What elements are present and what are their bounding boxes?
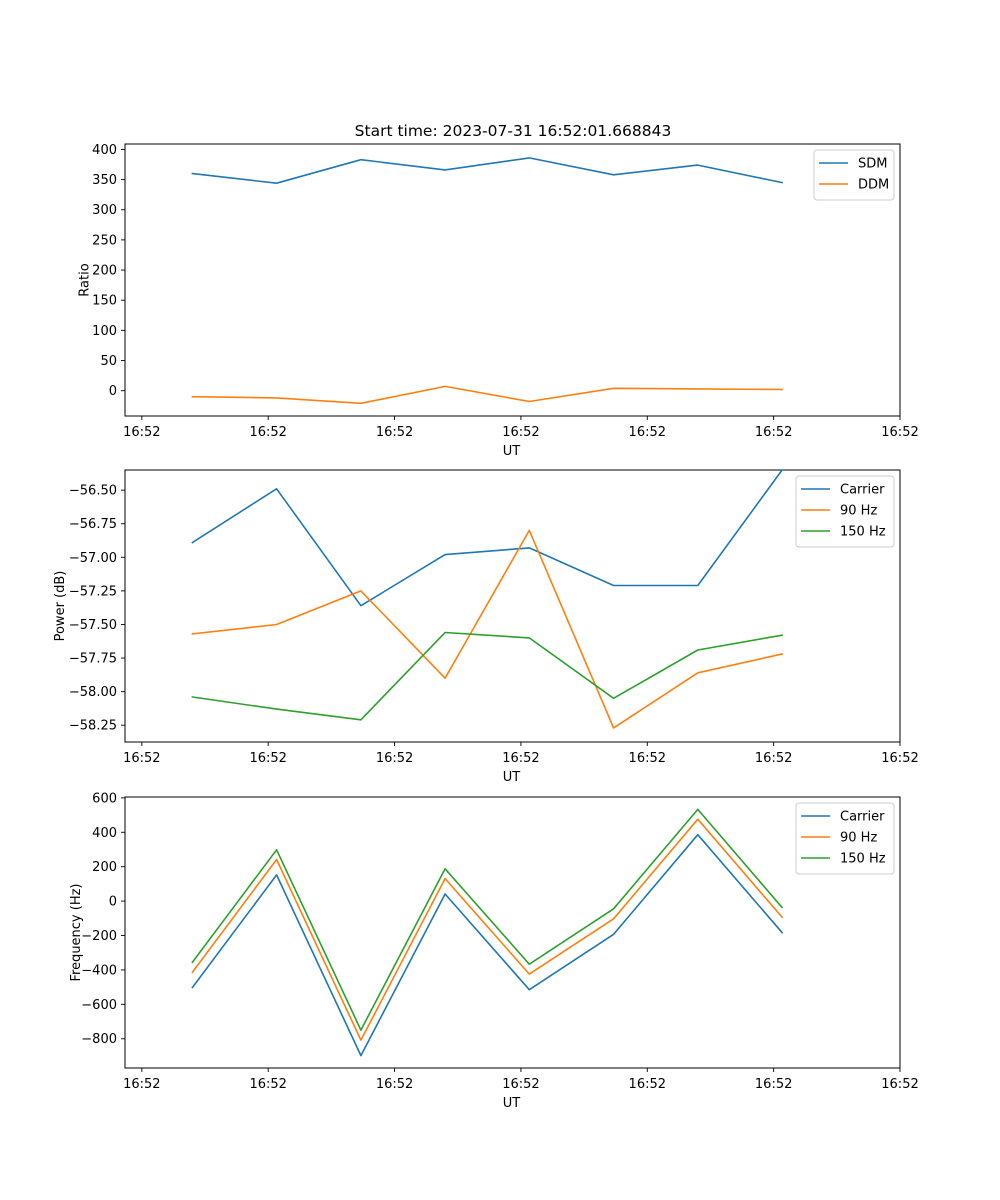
power-legend-frame <box>795 475 895 548</box>
power-series-line-carrier <box>191 468 784 607</box>
frequency-y-tick-label: −400 <box>81 963 117 978</box>
ratio-axes-frame <box>124 143 901 417</box>
frequency-series-line-carrier <box>191 833 784 1057</box>
frequency-series-line-90-hz <box>191 818 784 1041</box>
frequency-x-tick-label: 16:52 <box>249 1077 286 1092</box>
frequency-legend-label: 90 Hz <box>840 831 877 846</box>
frequency-legend-frame <box>795 802 895 875</box>
frequency-x-tick-label: 16:52 <box>502 1077 539 1092</box>
frequency-series-line-150-hz <box>191 808 784 1031</box>
frequency-y-tick-label: 600 <box>92 791 117 806</box>
frequency-x-tick-label: 16:52 <box>881 1077 918 1092</box>
frequency-legend: Carrier 90 Hz 150 Hz <box>795 802 895 875</box>
power-x-tick-label: 16:52 <box>376 751 413 766</box>
frequency-x-tick-label: 16:52 <box>123 1077 160 1092</box>
power-x-axis-label: UT <box>503 770 521 785</box>
power-y-axis-label: Power (dB) <box>53 571 68 642</box>
ratio-series-line-sdm <box>191 157 784 184</box>
power-y-tick-label: −56.50 <box>69 484 117 499</box>
ratio-y-tick-label: 250 <box>92 233 117 248</box>
ratio-y-tick-label: 300 <box>92 203 117 218</box>
ratio-legend: SDM DDM <box>813 149 895 201</box>
power-y-tick-label: −58.00 <box>69 685 117 700</box>
ratio-x-axis-label: UT <box>503 444 521 459</box>
ratio-subplot: 16:52 16:52 16:52 16:52 16:52 16:52 16:52 0 50 10… <box>77 143 918 459</box>
frequency-y-tick-label: −800 <box>81 1032 117 1047</box>
power-subplot: 16:52 16:52 16:52 16:52 16:52 16:52 16:52 −58.2… <box>53 468 919 785</box>
ratio-x-tick-label: 16:52 <box>249 425 286 440</box>
chart-title: Start time: 2023-07-31 16:52:01.668843 <box>355 122 672 140</box>
power-legend-label: 90 Hz <box>840 504 877 519</box>
frequency-y-tick-label: 200 <box>92 860 117 875</box>
ratio-x-tick-label: 16:52 <box>376 425 413 440</box>
power-y-tick-label: −57.75 <box>69 652 117 667</box>
frequency-y-tick-label: 0 <box>109 895 117 910</box>
power-x-tick-label: 16:52 <box>629 751 666 766</box>
power-x-tick-label: 16:52 <box>881 751 918 766</box>
power-y-tick-label: −57.00 <box>69 551 117 566</box>
frequency-y-tick-label: −600 <box>81 998 117 1013</box>
power-x-tick-label: 16:52 <box>249 751 286 766</box>
ratio-y-tick-label: 200 <box>92 264 117 279</box>
power-y-tick-label: −57.25 <box>69 584 117 599</box>
ratio-y-tick-label: 100 <box>92 324 117 339</box>
ratio-x-tick-label: 16:52 <box>755 425 792 440</box>
ratio-y-tick-label: 0 <box>109 384 117 399</box>
power-x-tick-label: 16:52 <box>755 751 792 766</box>
power-series-line-90-hz <box>191 529 784 729</box>
frequency-axes-frame <box>124 796 901 1069</box>
power-x-tick-label: 16:52 <box>502 751 539 766</box>
ratio-y-tick-label: 50 <box>100 354 117 369</box>
ratio-legend-label: DDM <box>858 178 889 193</box>
power-legend-label: 150 Hz <box>840 525 886 540</box>
ratio-series-line-ddm <box>191 385 783 405</box>
frequency-y-tick-label: 400 <box>92 826 117 841</box>
frequency-legend-label: 150 Hz <box>840 852 886 867</box>
power-y-tick-label: −56.75 <box>69 517 117 532</box>
frequency-x-tick-label: 16:52 <box>629 1077 666 1092</box>
power-y-tick-label: −57.50 <box>69 618 117 633</box>
frequency-legend-label: Carrier <box>840 810 885 825</box>
frequency-y-axis-label: Frequency (Hz) <box>69 883 84 981</box>
ratio-y-tick-label: 150 <box>92 294 117 309</box>
power-axes-frame <box>124 469 901 743</box>
power-y-tick-label: −58.25 <box>69 719 117 734</box>
ratio-y-tick-label: 350 <box>92 173 117 188</box>
frequency-x-tick-label: 16:52 <box>376 1077 413 1092</box>
ratio-y-tick-label: 400 <box>92 143 117 158</box>
ratio-x-tick-label: 16:52 <box>629 425 666 440</box>
ratio-x-tick-label: 16:52 <box>502 425 539 440</box>
power-x-tick-label: 16:52 <box>123 751 160 766</box>
ratio-y-axis-label: Ratio <box>77 263 92 296</box>
power-legend: Carrier 90 Hz 150 Hz <box>795 475 895 548</box>
frequency-x-tick-label: 16:52 <box>755 1077 792 1092</box>
ratio-x-tick-label: 16:52 <box>881 425 918 440</box>
ratio-legend-label: SDM <box>858 157 887 172</box>
power-series-line-150-hz <box>191 631 784 721</box>
frequency-y-tick-label: −200 <box>81 929 117 944</box>
frequency-x-axis-label: UT <box>503 1096 521 1111</box>
power-legend-label: Carrier <box>840 483 885 498</box>
frequency-subplot: 16:52 16:52 16:52 16:52 16:52 16:52 16:52 −800 −… <box>69 791 919 1111</box>
ratio-x-tick-label: 16:52 <box>123 425 160 440</box>
